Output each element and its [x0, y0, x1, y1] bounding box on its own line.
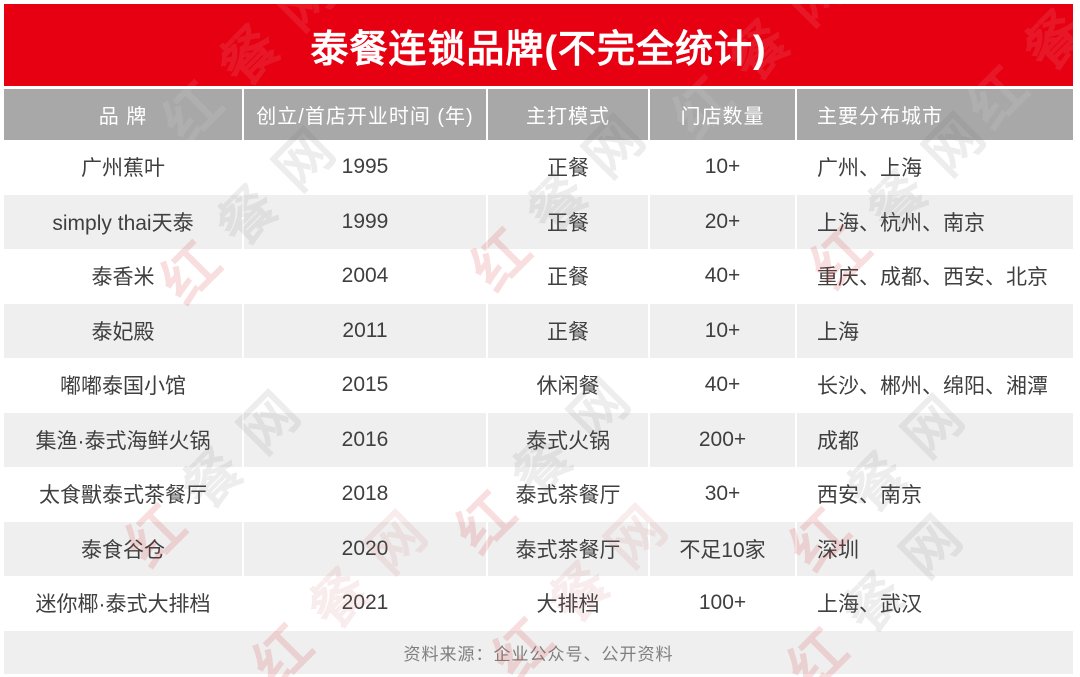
cell-main-format: 正餐: [488, 303, 650, 358]
header-store-count: 门店数量: [650, 89, 797, 140]
cell-main-cities: 重庆、成都、西安、北京: [817, 266, 1048, 290]
cell-founded-year: 2021: [244, 576, 488, 631]
cell-store-count: 40+: [650, 249, 797, 304]
footer-bar: 资料来源：企业公众号、公开资料: [4, 631, 1073, 674]
table-row: 广州蕉叶 1995 正餐 10+ 广州、上海: [4, 140, 1073, 195]
cell-founded-year: 2011: [244, 303, 488, 358]
cell-brand: 嘟嘟泰国小馆: [4, 358, 244, 413]
cell-founded-year: 1999: [244, 194, 488, 249]
cell-founded-year: 2016: [244, 412, 488, 467]
cell-store-count: 10+: [650, 303, 797, 358]
source-note: 资料来源：企业公众号、公开资料: [403, 645, 674, 664]
cell-store-count: 40+: [650, 358, 797, 413]
cell-main-cities: 上海、杭州、南京: [817, 211, 985, 235]
cell-store-count: 200+: [650, 412, 797, 467]
page-title: 泰餐连锁品牌(不完全统计): [310, 28, 767, 71]
cell-main-cities: 成都: [817, 429, 859, 453]
cell-main-format: 正餐: [488, 140, 650, 195]
cell-main-format: 休闲餐: [488, 358, 650, 413]
cell-brand: 集渔·泰式海鲜火锅: [4, 412, 244, 467]
cell-main-cities: 西安、南京: [817, 484, 922, 508]
table-row: 泰食谷仓 2020 泰式茶餐厅 不足10家 深圳: [4, 521, 1073, 576]
cell-store-count: 20+: [650, 194, 797, 249]
table-header-row: 品 牌 创立/首店开业时间 (年) 主打模式 门店数量 主要分布城市: [4, 89, 1073, 140]
table-body: 广州蕉叶 1995 正餐 10+ 广州、上海 simply thai天泰 1999 正餐 20+…: [4, 140, 1073, 631]
cell-main-format: 大排档: [488, 576, 650, 631]
table-row: 嘟嘟泰国小馆 2015 休闲餐 40+ 长沙、郴州、绵阳、湘潭: [4, 358, 1073, 413]
table-row: simply thai天泰 1999 正餐 20+ 上海、杭州、南京: [4, 194, 1073, 249]
table-row: 迷你椰·泰式大排档 2021 大排档 100+ 上海、武汉: [4, 576, 1073, 631]
cell-store-count: 10+: [650, 140, 797, 195]
cell-founded-year: 2004: [244, 249, 488, 304]
cell-main-cities: 上海: [817, 320, 859, 344]
header-founded-year: 创立/首店开业时间 (年): [244, 89, 488, 140]
cell-main-format: 泰式茶餐厅: [488, 467, 650, 522]
cell-brand: simply thai天泰: [4, 194, 244, 249]
cell-brand: 泰妃殿: [4, 303, 244, 358]
cell-founded-year: 1995: [244, 140, 488, 195]
cell-brand: 太食獸泰式茶餐厅: [4, 467, 244, 522]
cell-main-cities: 广州、上海: [817, 157, 922, 181]
table-row: 集渔·泰式海鲜火锅 2016 泰式火锅 200+ 成都: [4, 412, 1073, 467]
cell-main-cities: 上海、武汉: [817, 593, 922, 617]
header-main-cities: 主要分布城市: [817, 106, 943, 128]
table-row: 泰香米 2004 正餐 40+ 重庆、成都、西安、北京: [4, 249, 1073, 304]
header-brand: 品 牌: [4, 89, 244, 140]
cell-brand: 泰食谷仓: [4, 521, 244, 576]
table-row: 泰妃殿 2011 正餐 10+ 上海: [4, 303, 1073, 358]
cell-founded-year: 2015: [244, 358, 488, 413]
cell-store-count: 不足10家: [650, 521, 797, 576]
cell-brand: 广州蕉叶: [4, 140, 244, 195]
cell-main-cities: 深圳: [817, 538, 859, 562]
cell-main-format: 泰式茶餐厅: [488, 521, 650, 576]
cell-store-count: 30+: [650, 467, 797, 522]
header-main-format: 主打模式: [488, 89, 650, 140]
cell-main-format: 正餐: [488, 194, 650, 249]
cell-main-format: 正餐: [488, 249, 650, 304]
cell-brand: 泰香米: [4, 249, 244, 304]
cell-brand: 迷你椰·泰式大排档: [4, 576, 244, 631]
cell-main-format: 泰式火锅: [488, 412, 650, 467]
table-row: 太食獸泰式茶餐厅 2018 泰式茶餐厅 30+ 西安、南京: [4, 467, 1073, 522]
title-bar: 泰餐连锁品牌(不完全统计): [4, 4, 1073, 86]
cell-founded-year: 2020: [244, 521, 488, 576]
cell-main-cities: 长沙、郴州、绵阳、湘潭: [817, 375, 1048, 399]
cell-store-count: 100+: [650, 576, 797, 631]
cell-founded-year: 2018: [244, 467, 488, 522]
